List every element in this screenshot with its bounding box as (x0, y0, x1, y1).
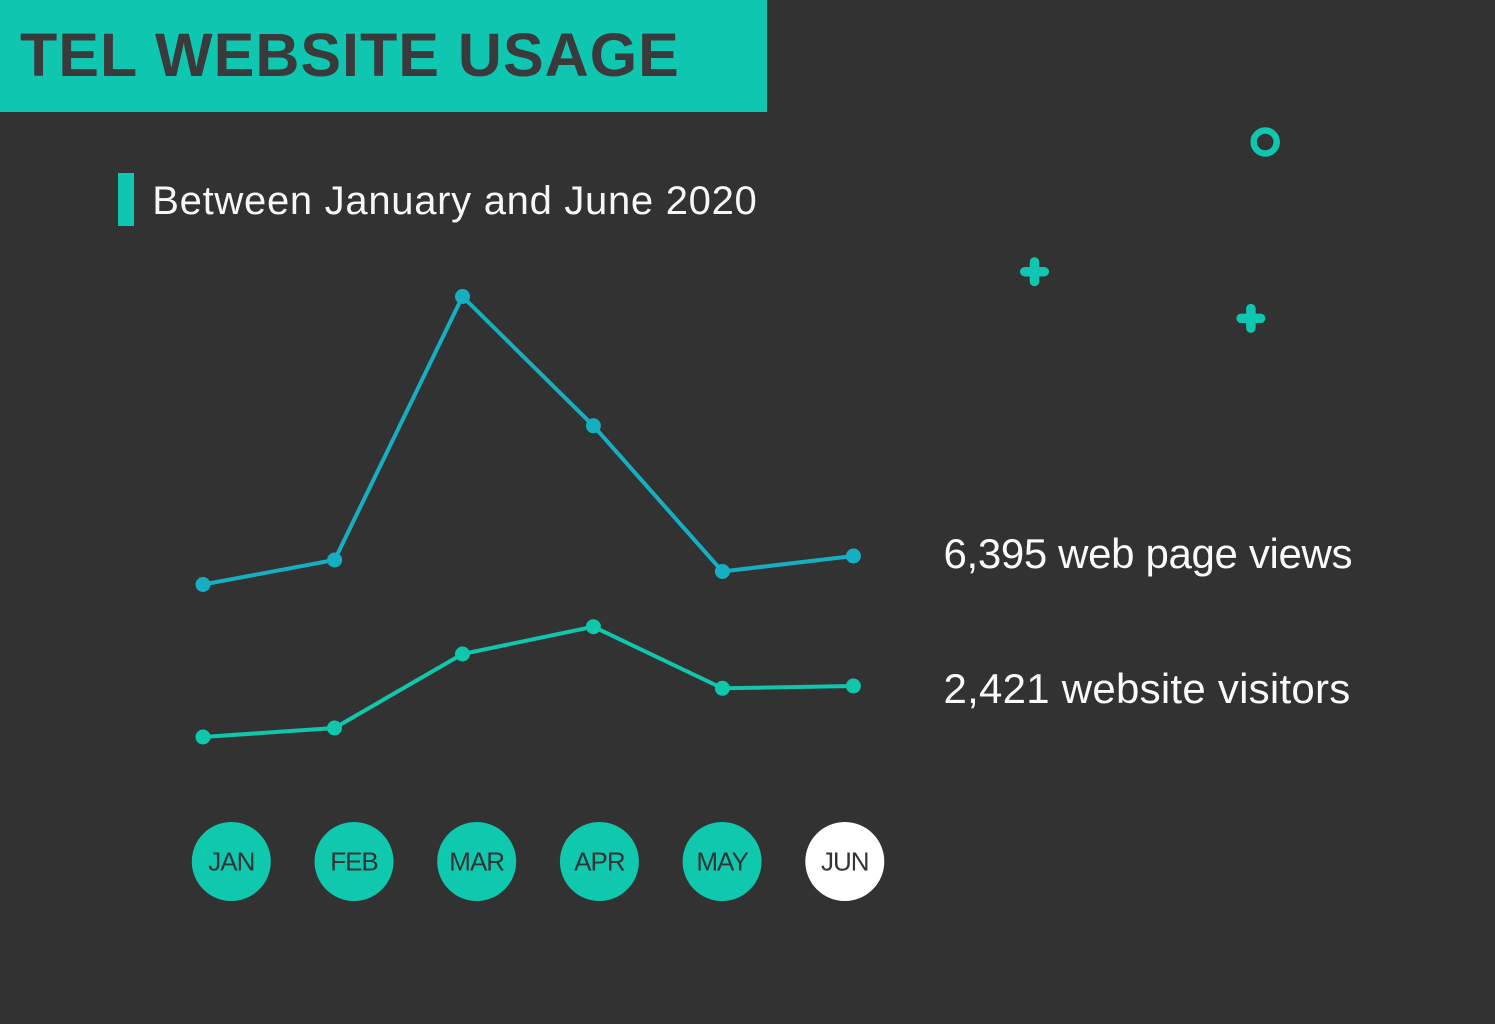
svg-text:JUN: JUN (821, 847, 869, 877)
svg-text:JAN: JAN (208, 847, 254, 877)
svg-text:FEB: FEB (330, 847, 378, 877)
svg-text:MAY: MAY (696, 847, 748, 877)
svg-text:MAR: MAR (449, 847, 504, 877)
svg-text:APR: APR (574, 847, 625, 877)
